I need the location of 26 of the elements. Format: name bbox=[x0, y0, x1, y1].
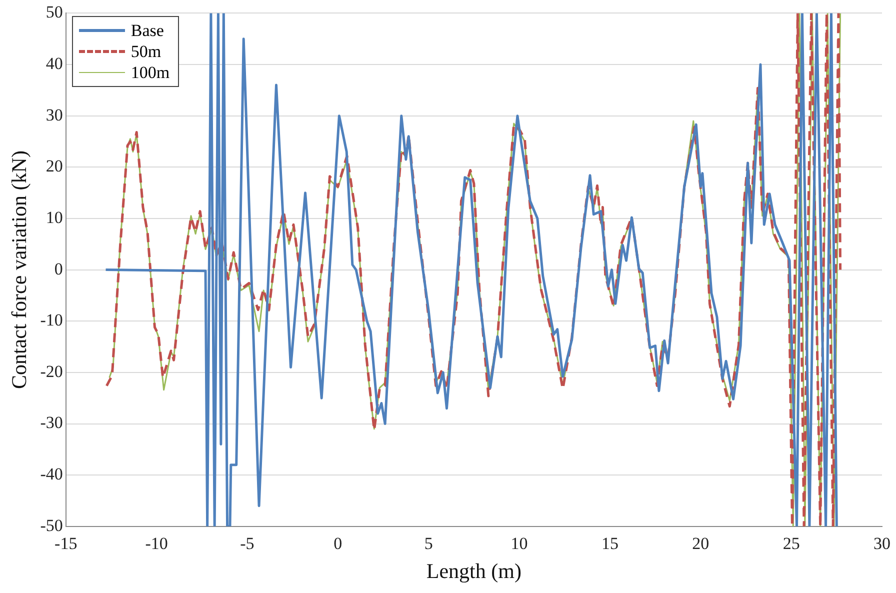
x-tick-label: 25 bbox=[782, 534, 800, 554]
y-tick-label: -40 bbox=[40, 464, 63, 484]
y-tick-label: 30 bbox=[46, 105, 63, 124]
y-tick-label: -20 bbox=[40, 362, 63, 381]
y-tick-label: 20 bbox=[46, 156, 63, 176]
y-tick-label: 40 bbox=[46, 54, 63, 73]
y-tick-label: 50 bbox=[46, 2, 63, 22]
y-tick-label: 0 bbox=[54, 259, 63, 278]
x-tick-label: -10 bbox=[145, 534, 168, 554]
y-tick-label: 10 bbox=[46, 208, 63, 227]
y-tick-label: -30 bbox=[40, 413, 63, 432]
x-tick-label: 0 bbox=[334, 534, 342, 554]
legend-label: 100m bbox=[130, 62, 170, 84]
x-tick-label: 20 bbox=[692, 534, 710, 554]
y-axis-title: Contact force variation (kN) bbox=[7, 150, 32, 390]
y-tick-label: -50 bbox=[40, 516, 63, 535]
x-tick-label: 30 bbox=[874, 534, 890, 554]
y-tick-label: -10 bbox=[40, 310, 63, 330]
x-tick-label: 5 bbox=[424, 534, 433, 554]
legend-label: 50m bbox=[130, 41, 162, 62]
x-tick-label: -5 bbox=[240, 534, 254, 554]
x-tick-label: 10 bbox=[510, 534, 528, 554]
legend-label: Base bbox=[130, 20, 164, 42]
x-axis-title: Length (m) bbox=[426, 558, 522, 583]
x-tick-label: 15 bbox=[601, 534, 618, 554]
x-tick-label: -15 bbox=[54, 534, 78, 554]
